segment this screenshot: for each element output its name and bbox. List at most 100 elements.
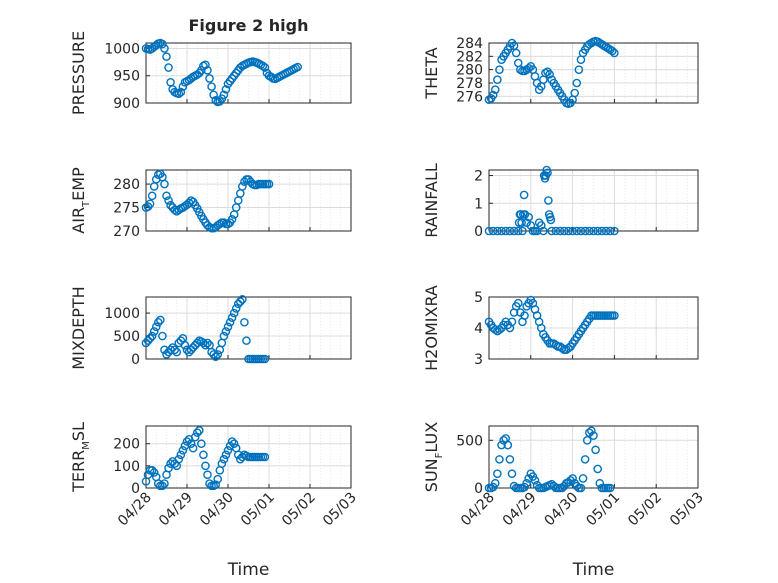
data-point	[576, 483, 586, 493]
data-point	[522, 478, 531, 488]
data-point	[153, 479, 163, 488]
data-point	[225, 317, 235, 327]
x-tick-label: 05/02	[279, 490, 319, 530]
data-point	[158, 331, 167, 341]
data-point	[524, 64, 534, 73]
y-tick-label: 0	[131, 352, 140, 368]
y-tick-label: 3	[474, 352, 483, 368]
data-point	[205, 479, 214, 488]
x-axis-label: Time	[227, 560, 270, 580]
x-tick-label: 04/30	[197, 490, 237, 530]
data-point	[513, 226, 523, 236]
data-point	[178, 82, 188, 91]
axes-box	[145, 425, 352, 489]
rainfall-panel: 0 1 2 RAINFALL	[422, 163, 699, 240]
data-point	[164, 196, 173, 205]
data-point	[156, 315, 165, 325]
data-point	[190, 432, 200, 442]
data-point	[238, 294, 247, 304]
data-point	[240, 317, 249, 327]
data-point	[207, 82, 216, 91]
data-point	[564, 226, 573, 236]
data-point	[145, 199, 155, 209]
y-tick-label: 0	[131, 481, 140, 497]
data-point	[513, 298, 523, 308]
data-point	[493, 75, 502, 84]
data-point	[211, 95, 220, 105]
data-point	[505, 455, 515, 464]
data-point	[227, 214, 237, 224]
data-point	[605, 483, 615, 493]
x-axis-label: Time	[572, 560, 615, 580]
data-point	[517, 218, 526, 227]
data-point	[147, 465, 157, 475]
data-point	[180, 340, 190, 350]
data-point	[174, 89, 184, 99]
data-point	[559, 226, 569, 236]
data-point	[544, 196, 553, 205]
data-point	[493, 226, 502, 236]
data-point	[188, 443, 198, 453]
data-point	[564, 343, 573, 353]
data-point	[574, 65, 584, 74]
y-tick-label: 282	[456, 49, 483, 65]
data-point	[229, 308, 239, 318]
data-point	[546, 215, 556, 225]
data-point	[493, 469, 502, 478]
data-point	[164, 63, 173, 72]
data-point	[293, 62, 303, 72]
data-point	[182, 437, 192, 446]
data-point	[595, 478, 605, 488]
data-point	[516, 210, 526, 219]
air-temp-panel: 270 275 280 AIRTEMP	[69, 167, 352, 240]
y-axis-label: H2OMIXRA	[422, 285, 441, 371]
y-tick-label: 0	[474, 481, 483, 497]
y-axis-label: MIXDEPTH	[69, 286, 88, 369]
y-tick-label: 280	[456, 63, 483, 79]
x-tick-label: 05/02	[625, 490, 665, 530]
data-point	[162, 52, 171, 61]
data-point	[242, 336, 251, 345]
y-tick-label: 270	[113, 224, 140, 240]
data-point	[260, 452, 270, 462]
data-point	[172, 347, 182, 357]
data-point	[585, 226, 594, 236]
y-axis-label: PRESSURE	[69, 31, 88, 115]
data-point	[174, 454, 184, 464]
data-point	[186, 439, 196, 449]
data-point	[557, 343, 567, 353]
data-point	[488, 90, 498, 100]
y-tick-label: 280	[113, 177, 140, 193]
data-point	[495, 325, 504, 334]
data-point	[160, 179, 169, 189]
data-point	[610, 311, 619, 320]
data-point	[582, 436, 592, 445]
data-point	[593, 464, 602, 474]
y-tick-label: 500	[456, 433, 483, 449]
data-point	[160, 479, 169, 488]
data-point	[199, 450, 208, 460]
mixdepth-panel: 0 500 1000 MIXDEPTH	[69, 286, 352, 370]
data-point	[197, 439, 206, 449]
y-tick-label: 500	[113, 329, 140, 345]
y-tick-label: 1	[474, 196, 483, 212]
data-point	[170, 345, 179, 355]
data-point	[201, 60, 210, 70]
data-point	[211, 352, 220, 362]
data-point	[205, 74, 214, 83]
y-tick-label: 0	[474, 224, 483, 240]
data-point	[507, 469, 517, 478]
data-point	[495, 65, 504, 74]
data-point	[217, 338, 227, 348]
data-point	[530, 476, 540, 485]
data-point	[203, 470, 212, 480]
data-point	[211, 480, 220, 489]
data-point	[570, 88, 579, 98]
data-point	[151, 40, 161, 50]
data-point	[209, 350, 218, 359]
y-axis-label: TERRMSL	[69, 422, 92, 493]
data-point	[601, 226, 611, 236]
data-point	[219, 454, 229, 464]
data-point	[507, 317, 517, 327]
